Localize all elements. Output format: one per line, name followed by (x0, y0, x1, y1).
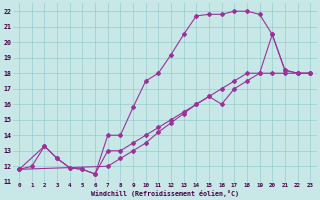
X-axis label: Windchill (Refroidissement éolien,°C): Windchill (Refroidissement éolien,°C) (91, 190, 239, 197)
